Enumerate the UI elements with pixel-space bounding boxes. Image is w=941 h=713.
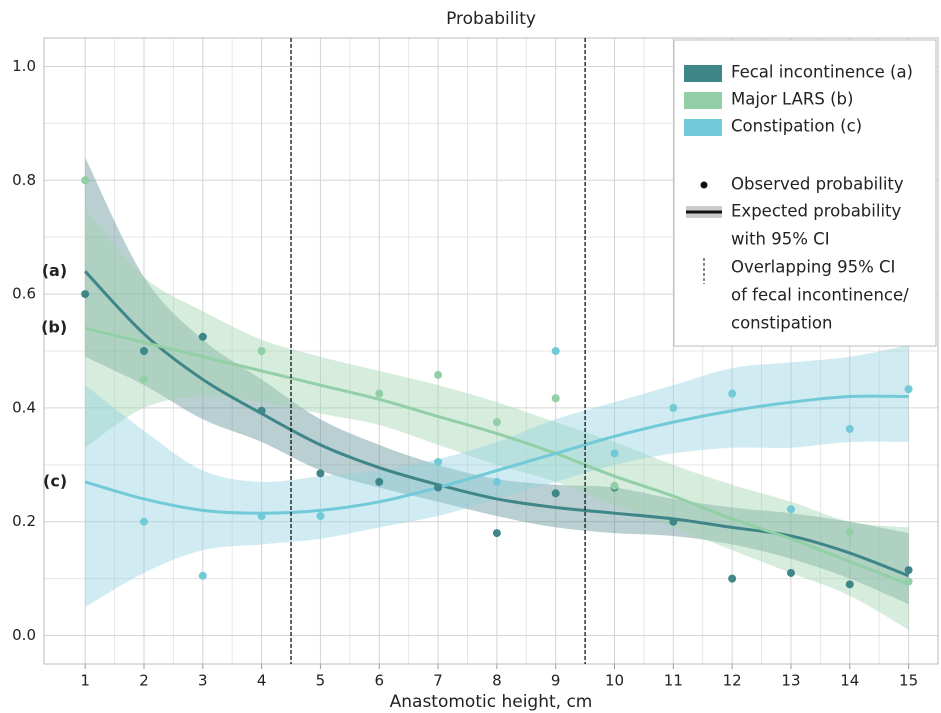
- observed-point: [492, 418, 501, 427]
- observed-point: [492, 477, 501, 486]
- observed-point: [434, 457, 443, 466]
- observed-point: [610, 481, 619, 490]
- x-tick-label: 1: [80, 672, 90, 690]
- x-tick-label: 13: [781, 672, 800, 690]
- observed-point: [551, 394, 560, 403]
- chart-title: Probability: [446, 9, 536, 29]
- observed-point: [669, 517, 678, 526]
- observed-point: [904, 566, 913, 575]
- legend-label: Fecal incontinence (a): [731, 63, 913, 82]
- legend-note: Observed probability: [731, 175, 904, 194]
- y-tick-label: 0.4: [12, 398, 36, 416]
- observed-point: [845, 580, 854, 589]
- ci-band: [85, 157, 909, 605]
- observed-point: [904, 577, 913, 586]
- observed-point: [492, 529, 501, 538]
- observed-point: [786, 505, 795, 514]
- x-tick-label: 6: [374, 672, 384, 690]
- x-tick-label: 4: [257, 672, 267, 690]
- x-tick-label: 14: [840, 672, 859, 690]
- plot-frame: [43, 37, 939, 665]
- observed-point: [257, 512, 266, 521]
- x-tick-label: 2: [139, 672, 149, 690]
- fit-line: [84, 394, 909, 515]
- y-tick-label: 1.0: [12, 57, 36, 75]
- series-label: (c): [43, 471, 67, 490]
- observed-point: [81, 290, 90, 299]
- legend-label: Constipation (c): [731, 117, 862, 136]
- observed-point: [845, 527, 854, 536]
- y-tick-label: 0.8: [12, 171, 36, 189]
- observed-point: [551, 347, 560, 355]
- observed-point: [316, 512, 325, 521]
- observed-point: [257, 347, 266, 355]
- x-tick-label: 15: [899, 672, 918, 690]
- legend-swatch: [684, 92, 722, 109]
- observed-point: [375, 477, 384, 486]
- observed-point: [81, 176, 90, 185]
- observed-point: [434, 483, 443, 492]
- x-tick-label: 8: [492, 672, 502, 690]
- legend-dot: [700, 181, 708, 189]
- series-label: (b): [41, 318, 67, 337]
- observed-point: [139, 517, 148, 526]
- observed-point: [434, 370, 443, 379]
- legend-label: Major LARS (b): [731, 90, 853, 109]
- x-tick-label: 9: [551, 672, 561, 690]
- legend-note: with 95% CI: [731, 230, 830, 249]
- observed-point: [669, 403, 678, 412]
- legend-note: Overlapping 95% CI: [731, 258, 895, 277]
- y-tick-label: 0.2: [12, 512, 36, 530]
- series-label: (a): [42, 261, 67, 280]
- observed-point: [257, 406, 266, 415]
- observed-point: [728, 389, 737, 398]
- x-tick-label: 10: [605, 672, 624, 690]
- observed-point: [610, 449, 619, 458]
- observed-point: [375, 389, 384, 398]
- y-tick-label: 0.0: [12, 626, 36, 644]
- ci-band: [85, 345, 909, 608]
- legend-note: Expected probability: [731, 202, 901, 221]
- legend-box: [673, 39, 937, 347]
- y-tick-label: 0.6: [12, 285, 36, 303]
- observed-point: [786, 568, 795, 577]
- fit-line: [84, 326, 910, 586]
- x-axis-label: Anastomotic height, cm: [390, 692, 593, 712]
- observed-point: [198, 571, 207, 580]
- observed-point: [845, 424, 854, 433]
- x-tick-label: 12: [723, 672, 742, 690]
- x-tick-label: 11: [664, 672, 683, 690]
- legend-note: of fecal incontinence/: [731, 286, 909, 305]
- legend-note: constipation: [731, 314, 832, 333]
- observed-point: [728, 574, 737, 583]
- observed-point: [198, 332, 207, 341]
- observed-point: [139, 375, 148, 384]
- observed-point: [551, 489, 560, 498]
- x-tick-label: 3: [198, 672, 208, 690]
- x-tick-label: 7: [433, 672, 443, 690]
- observed-point: [904, 385, 913, 394]
- legend-swatch: [684, 119, 722, 136]
- legend-swatch: [684, 65, 722, 82]
- observed-point: [139, 347, 148, 355]
- x-tick-label: 5: [316, 672, 326, 690]
- observed-point: [316, 469, 325, 478]
